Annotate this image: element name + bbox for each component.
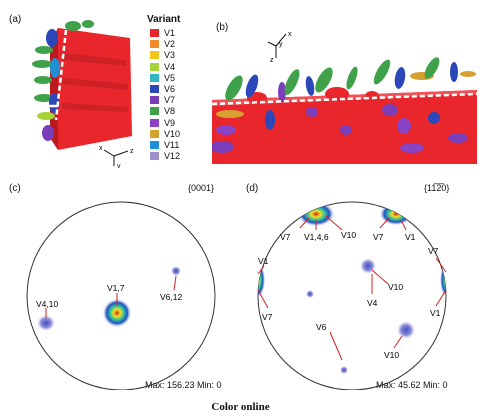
legend-label: V8 <box>164 106 176 117</box>
legend-swatch <box>150 96 159 105</box>
label-d-v6: V6 <box>316 322 327 332</box>
axis-b-y-label: y <box>279 41 283 48</box>
legend-title: Variant <box>147 14 181 25</box>
legend-label: V11 <box>164 140 180 150</box>
label-d-v10-a: V10 <box>341 230 356 240</box>
label-d-v10-b: V10 <box>388 282 403 292</box>
label-d-v1-4-6: V1,4,6 <box>304 232 329 242</box>
legend-label: V9 <box>164 117 176 128</box>
legend-swatch <box>150 129 159 138</box>
legend-label: V12 <box>164 151 181 162</box>
label-d-v4: V4 <box>367 298 378 308</box>
axis-a-x-label: x <box>99 145 103 152</box>
legend-label: V6 <box>164 84 176 94</box>
legend-label: V5 <box>164 72 176 83</box>
legend-item: V12 <box>150 150 180 162</box>
legend-label: V7 <box>164 95 176 106</box>
axis-b-x-label: x <box>288 31 292 38</box>
panel-c-stats: Max: 156.23 Min: 0 <box>145 380 222 390</box>
legend-swatch <box>150 152 159 161</box>
panel-d-tag: (d) <box>246 183 259 194</box>
panel-b-render: x y z <box>212 31 477 164</box>
pole-v6-12 <box>171 266 181 276</box>
legend-swatch <box>150 29 159 37</box>
legend-swatch <box>150 73 159 82</box>
legend-label: V3 <box>164 50 176 61</box>
label-d-v1-c: V1 <box>258 256 269 266</box>
panel-d-pole-figure: V7 V1,4,6 V10 V7 V1 V1 V7 V10 V4 V7 V1 V… <box>257 201 447 390</box>
legend-item: V11 <box>150 139 179 151</box>
label-c-v6-12: V6,12 <box>160 292 182 302</box>
legend-label: V1 <box>164 28 176 38</box>
legend-item: V8 <box>150 105 175 117</box>
label-d-v7-c: V7 <box>262 312 273 322</box>
legend-item: V1 <box>150 27 175 39</box>
pole-v1-7 <box>103 299 131 327</box>
legend-swatch <box>150 118 159 127</box>
legend-item: V6 <box>150 83 175 95</box>
label-c-v1-7: V1,7 <box>107 283 125 293</box>
legend-swatch <box>150 62 159 71</box>
legend-swatch <box>150 107 159 116</box>
legend-label: V10 <box>164 128 181 139</box>
panel-c-pole-figure: V4,10 V1,7 V6,12 <box>26 201 216 390</box>
panel-b-tag: (b) <box>216 22 229 33</box>
panel-c-title: {0001} <box>188 183 215 193</box>
legend-item: V4 <box>150 61 175 73</box>
axis-a-z-label: z <box>130 148 134 155</box>
axis-b-z-label: z <box>270 57 274 64</box>
pole-v4-10 <box>37 315 55 331</box>
legend-label: V4 <box>164 61 176 72</box>
figure-caption: Color online <box>211 401 270 413</box>
label-d-v1-d: V1 <box>430 308 441 318</box>
label-d-v10-c: V10 <box>384 350 399 360</box>
axis-a-y-label: y <box>117 163 121 168</box>
label-d-v7-b: V7 <box>373 232 384 242</box>
legend-swatch <box>150 51 159 60</box>
label-d-v1-b: V1 <box>405 232 416 242</box>
legend-item: V10 <box>150 128 180 140</box>
legend-item: V2 <box>150 38 175 50</box>
legend-label: V2 <box>164 39 176 50</box>
panel-a-tag: (a) <box>9 14 22 25</box>
legend-swatch <box>150 40 159 49</box>
panel-d-title: {11̅2̅0} <box>424 183 450 193</box>
legend-item: V5 <box>150 72 175 84</box>
label-d-v7-a: V7 <box>280 232 291 242</box>
legend-item: V9 <box>150 117 175 129</box>
legend-item: V7 <box>150 94 175 106</box>
label-c-v4-10: V4,10 <box>36 299 58 309</box>
panel-c-tag: (c) <box>9 183 21 194</box>
legend-swatch <box>150 85 159 93</box>
label-d-v7-d: V7 <box>428 246 439 256</box>
panel-a-render: z x y <box>32 20 134 168</box>
legend-swatch <box>150 141 159 149</box>
panel-d-stats: Max: 45.62 Min: 0 <box>376 380 448 390</box>
legend-item: V3 <box>150 49 175 61</box>
